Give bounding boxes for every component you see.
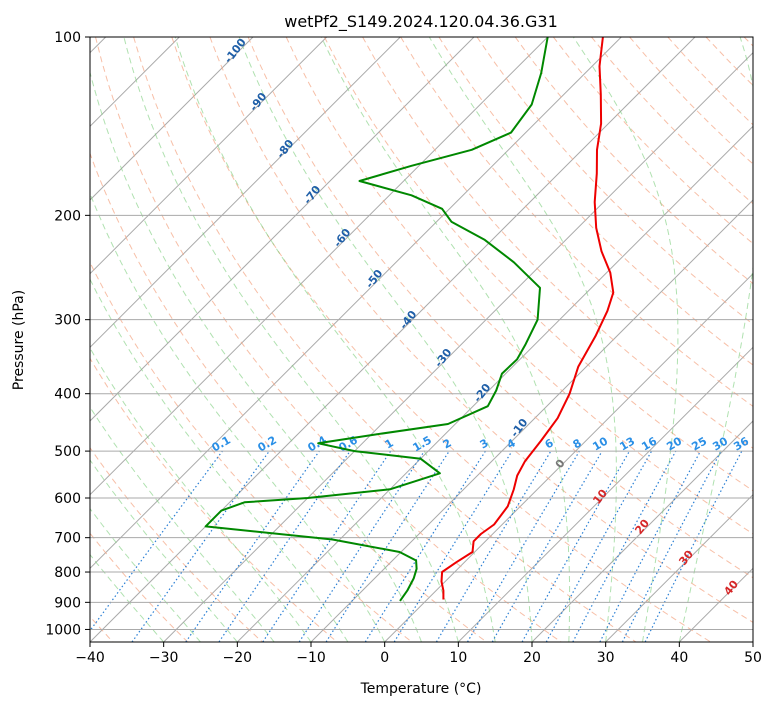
moist-adiabat-line <box>320 37 571 642</box>
dry-adiabat-line <box>285 37 753 535</box>
dry-adiabat-line <box>247 37 753 579</box>
mixing-ratio-line <box>90 450 223 632</box>
dry-adiabat-line <box>323 37 753 492</box>
x-tick-label: 50 <box>744 650 762 666</box>
temperature-line <box>440 37 615 600</box>
y-tick-label: 900 <box>54 595 81 611</box>
dry-adiabat-line <box>171 37 711 642</box>
y-tick-label: 500 <box>54 444 81 460</box>
isotherm-line <box>90 37 401 349</box>
y-tick-label: 100 <box>54 30 81 46</box>
moist-adiabat-line <box>90 278 349 642</box>
moist-adiabat-line <box>174 37 496 642</box>
y-tick-label: 1000 <box>45 622 81 638</box>
mixing-ratio-line <box>545 450 653 642</box>
mixing-ratio-line <box>393 450 513 642</box>
chart-title: wetPf2_S149.2024.120.04.36.G31 <box>284 12 558 32</box>
dry-adiabat-line <box>476 37 753 325</box>
x-tick-label: 40 <box>670 650 688 666</box>
x-axis-label: Temperature (°C) <box>360 681 482 697</box>
mixing-ratio-line <box>131 450 270 642</box>
dry-adiabat-line <box>90 152 487 642</box>
isotherm-line <box>90 37 549 496</box>
x-tick-label: −30 <box>149 650 179 666</box>
y-axis-label: Pressure (hPa) <box>11 290 27 390</box>
dry-adiabat-line <box>438 37 753 366</box>
dry-adiabat-line <box>209 37 753 623</box>
y-tick-label: 700 <box>54 531 81 547</box>
y-tick-label: 800 <box>54 565 81 581</box>
moist-adiabat-line <box>428 37 617 642</box>
y-tick-label: 600 <box>54 491 81 507</box>
isotherm-line <box>90 37 328 275</box>
moist-adiabat-line <box>90 406 275 642</box>
pressure-gridlines <box>90 37 753 630</box>
y-axis: 100 200 300 400 500 600 700 800 900 1000 <box>45 30 90 638</box>
profile-series <box>204 37 615 602</box>
plot-frame <box>89 36 754 643</box>
isotherm-line <box>457 346 753 642</box>
dewpoint-line <box>204 37 549 602</box>
moist-adiabat-line <box>572 37 679 642</box>
mixing-ratio-line <box>325 450 450 642</box>
x-tick-label: 30 <box>597 650 615 666</box>
dry-adiabat-line <box>90 446 263 642</box>
isotherm-line <box>90 37 622 570</box>
x-tick-label: 20 <box>523 650 541 666</box>
x-tick-label: 10 <box>449 650 467 666</box>
mixing-ratio-line <box>185 450 320 642</box>
dry-adiabat-line <box>133 37 637 642</box>
moist-adiabat-line <box>238 37 533 642</box>
isotherm-line <box>163 51 753 642</box>
moist-adiabat-line <box>123 37 459 642</box>
mixing-ratio-line <box>218 450 351 642</box>
y-tick-label: 400 <box>54 387 81 403</box>
x-axis: −40 −30 −20 −10 0 10 20 30 40 50 <box>75 642 762 666</box>
moist-adiabat-line <box>90 192 386 642</box>
y-tick-label: 300 <box>54 313 81 329</box>
mixing-ratio-line <box>644 450 743 642</box>
mixing-ratio-line <box>572 450 677 642</box>
dry-adiabat-line <box>95 37 562 642</box>
background-lines <box>90 37 753 642</box>
isotherm-line <box>90 37 254 201</box>
mixing-ratio-line <box>521 450 631 642</box>
moist-adiabat-line <box>90 70 422 642</box>
moist-adiabat-line <box>90 459 238 642</box>
isotherm-line <box>605 493 753 642</box>
dry-adiabat-line <box>90 357 338 642</box>
mixing-ratio-line <box>262 450 392 642</box>
moist-adiabat-line <box>678 37 753 642</box>
dry-adiabat-line <box>90 261 413 642</box>
x-tick-label: −40 <box>75 650 105 666</box>
x-tick-label: −20 <box>223 650 253 666</box>
isotherm-line <box>384 272 753 642</box>
x-tick-label: −10 <box>296 650 326 666</box>
y-tick-label: 200 <box>54 208 81 224</box>
isotherm-line <box>531 420 753 642</box>
x-tick-label: 0 <box>380 650 389 666</box>
mixing-ratio-line <box>298 450 425 642</box>
isotherm-line <box>90 37 475 422</box>
